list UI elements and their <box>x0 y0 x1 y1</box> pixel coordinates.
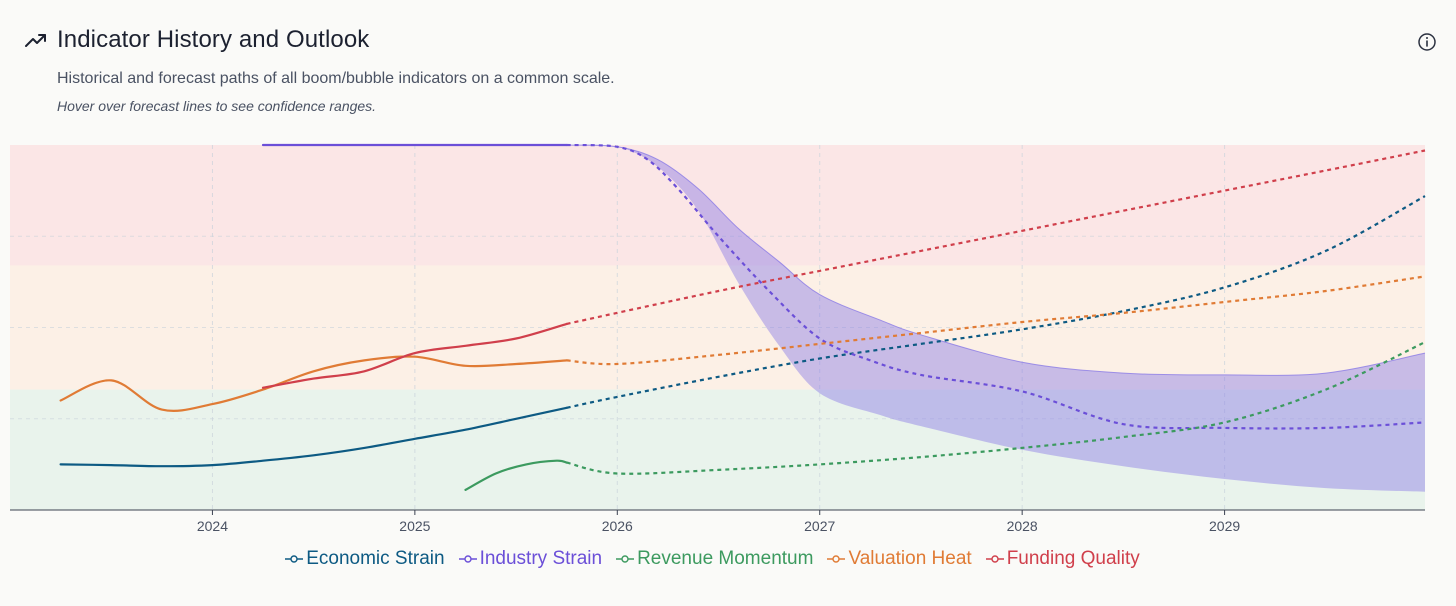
legend-item[interactable]: Funding Quality <box>985 548 1140 570</box>
legend-marker-icon <box>458 555 477 563</box>
series-history-line <box>59 406 568 468</box>
confidence-band-upper <box>566 144 1426 376</box>
x-axis-tick-label: 2026 <box>602 518 633 534</box>
series-history-line <box>464 459 568 491</box>
x-axis-tick-label: 2028 <box>1007 518 1038 534</box>
chart-header: Indicator History and Outlook <box>24 26 369 54</box>
legend-label: Revenue Momentum <box>637 548 814 569</box>
legend-marker-icon <box>985 555 1004 563</box>
series-forecast-line <box>566 149 1426 325</box>
legend-item[interactable]: Valuation Heat <box>827 548 972 570</box>
hover-hint: Hover over forecast lines to see confide… <box>57 98 377 114</box>
confidence-band <box>566 144 1425 492</box>
info-icon[interactable] <box>1416 31 1438 53</box>
x-axis-tick-label: 2029 <box>1209 518 1240 534</box>
legend-marker-icon <box>285 555 304 563</box>
trending-up-icon <box>25 34 46 47</box>
legend-label: Economic Strain <box>306 548 445 569</box>
chart-subtitle: Historical and forecast paths of all boo… <box>57 70 615 87</box>
zone-band <box>10 389 1425 510</box>
zone-band <box>10 145 1425 266</box>
series-history-line <box>261 322 568 389</box>
legend-item[interactable]: Revenue Momentum <box>616 548 813 570</box>
legend-label: Funding Quality <box>1006 548 1140 569</box>
page-title: Indicator History and Outlook <box>57 26 370 53</box>
x-axis-tick-label: 2024 <box>197 518 228 534</box>
series-forecast-line <box>566 275 1426 366</box>
legend-label: Valuation Heat <box>848 548 972 569</box>
series-forecast-line <box>566 195 1426 409</box>
series-history-line <box>59 355 568 413</box>
legend-item[interactable]: Economic Strain <box>285 548 445 570</box>
legend-item[interactable]: Industry Strain <box>458 548 603 570</box>
legend-label: Industry Strain <box>479 548 603 569</box>
series-forecast-line <box>566 143 1426 430</box>
chart-legend: Economic Strain Industry Strain Revenue … <box>0 548 1425 570</box>
legend-marker-icon <box>827 555 846 563</box>
x-axis-tick-label: 2027 <box>804 518 835 534</box>
legend-marker-icon <box>616 555 635 563</box>
x-axis-tick-label: 2025 <box>399 518 430 534</box>
